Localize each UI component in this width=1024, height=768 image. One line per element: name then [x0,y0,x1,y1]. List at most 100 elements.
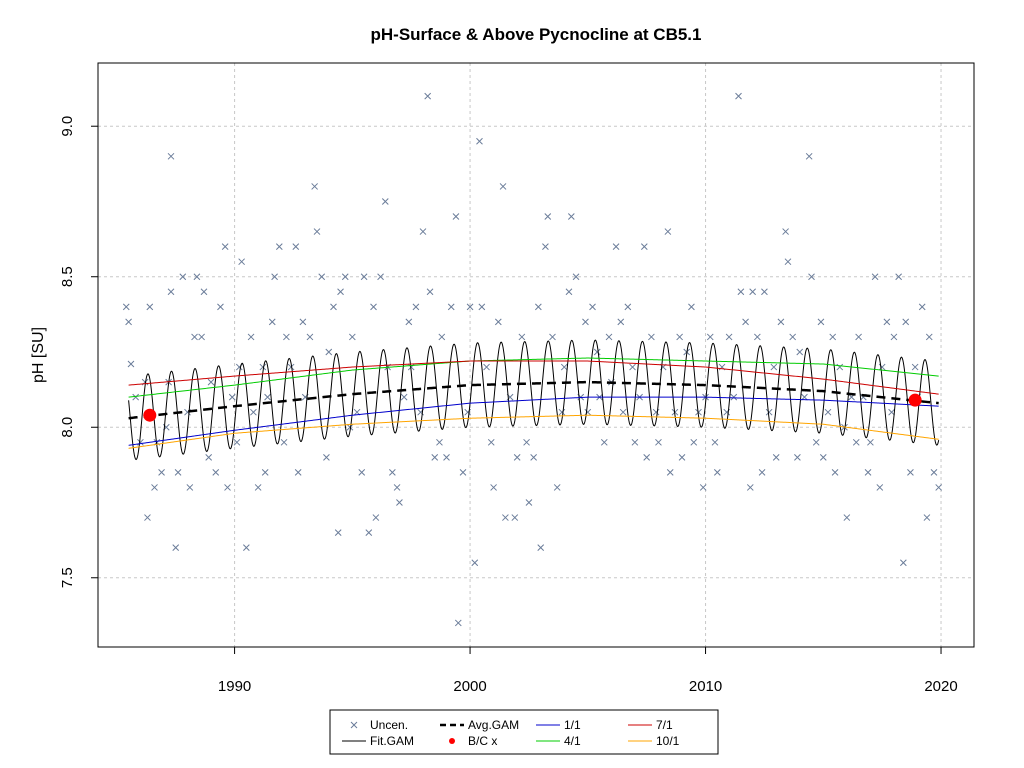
fit-gam-line [128,339,940,461]
uncen-point [895,273,902,281]
uncen-point [193,273,201,281]
uncen-point [530,453,537,461]
uncen-point [233,438,241,446]
legend-label-1-1: 1/1 [564,718,581,732]
uncen-point [471,559,479,567]
uncen-point [883,318,891,326]
uncen-point [261,469,269,476]
uncen-point [483,363,490,371]
uncen-point [902,318,910,326]
uncen-point [761,288,768,296]
uncen-point [789,333,797,341]
uncen-point [777,318,785,326]
bc-points [143,393,922,422]
uncen-point [280,438,288,446]
uncen-point [172,544,180,552]
uncen-point [836,363,844,371]
uncen-point [447,303,455,311]
uncen-point [341,273,349,281]
uncen-point [831,469,839,476]
uncen-point [259,363,267,371]
uncen-point [151,484,158,491]
legend-label-4-1: 4/1 [564,734,581,748]
uncen-point [812,438,820,446]
uncen-point [918,303,926,311]
uncen-point [640,243,648,250]
uncen-point [742,318,749,326]
y-tick-label: 8.0 [59,417,76,438]
uncen-point [935,484,943,491]
uncen-point [890,333,898,341]
uncen-point [283,333,290,341]
uncen-point [794,453,801,461]
uncen-point [264,393,271,401]
uncen-point [217,303,224,311]
series-line-10-1 [128,414,939,449]
uncen-point [735,92,742,100]
uncen-point [730,393,738,401]
uncen-point [158,469,165,476]
uncen-point [452,213,460,220]
uncen-point [306,333,314,341]
uncen-point [431,453,439,461]
uncen-point [212,469,220,476]
uncen-point [824,408,832,416]
uncen-point [360,273,368,281]
uncen-point [867,438,874,446]
uncen-point [678,453,686,461]
uncen-point [454,619,462,627]
uncen-point [459,469,467,476]
uncen-point [224,484,231,491]
uncen-point [167,288,175,296]
uncen-point [334,529,342,536]
x-tick-label: 2010 [689,678,722,695]
legend-label-fit-gam: Fit.GAM [370,734,414,748]
uncen-points [122,92,943,627]
uncen-point [537,544,545,552]
series-line-1-1 [128,396,939,446]
uncen-point [544,213,552,220]
uncen-point [370,303,377,311]
uncen-point [843,514,851,521]
legend-label-avg-gam: Avg.GAM [468,718,519,732]
uncen-point [808,273,815,281]
legend-label-7-1: 7/1 [656,718,673,732]
uncen-point [144,514,151,521]
uncen-point [436,438,443,446]
uncen-point [292,243,300,250]
uncen-point [542,243,549,250]
uncen-point [523,438,530,446]
uncen-point [560,363,568,371]
x-tick-label: 2000 [453,678,486,695]
uncen-point [346,423,354,431]
grid [98,63,974,647]
uncen-point [558,408,566,416]
uncen-point [419,228,427,235]
uncen-point [466,303,474,311]
uncen-point [191,333,198,341]
uncen-point [589,303,596,311]
uncen-point [325,348,333,356]
uncen-point [805,152,813,160]
uncen-point [565,288,573,296]
uncen-point [250,408,257,416]
series-line-7-1 [128,360,939,395]
uncen-point [438,333,446,341]
uncen-point [549,333,556,341]
uncen-point [648,333,655,341]
uncen-point [487,438,495,446]
uncen-point [313,228,321,235]
uncen-point [567,213,575,220]
uncen-point [389,469,396,476]
y-tick-label: 8.5 [59,266,76,287]
uncen-point [629,363,636,371]
uncen-point [699,484,707,491]
y-axis: 7.5 8.0 8.5 9.0 [59,116,99,588]
uncen-point [911,363,919,371]
uncen-point [132,393,140,401]
series-line-4-1 [128,357,939,398]
uncen-point [125,318,132,326]
uncen-point [612,243,620,250]
bc-point [143,408,157,422]
